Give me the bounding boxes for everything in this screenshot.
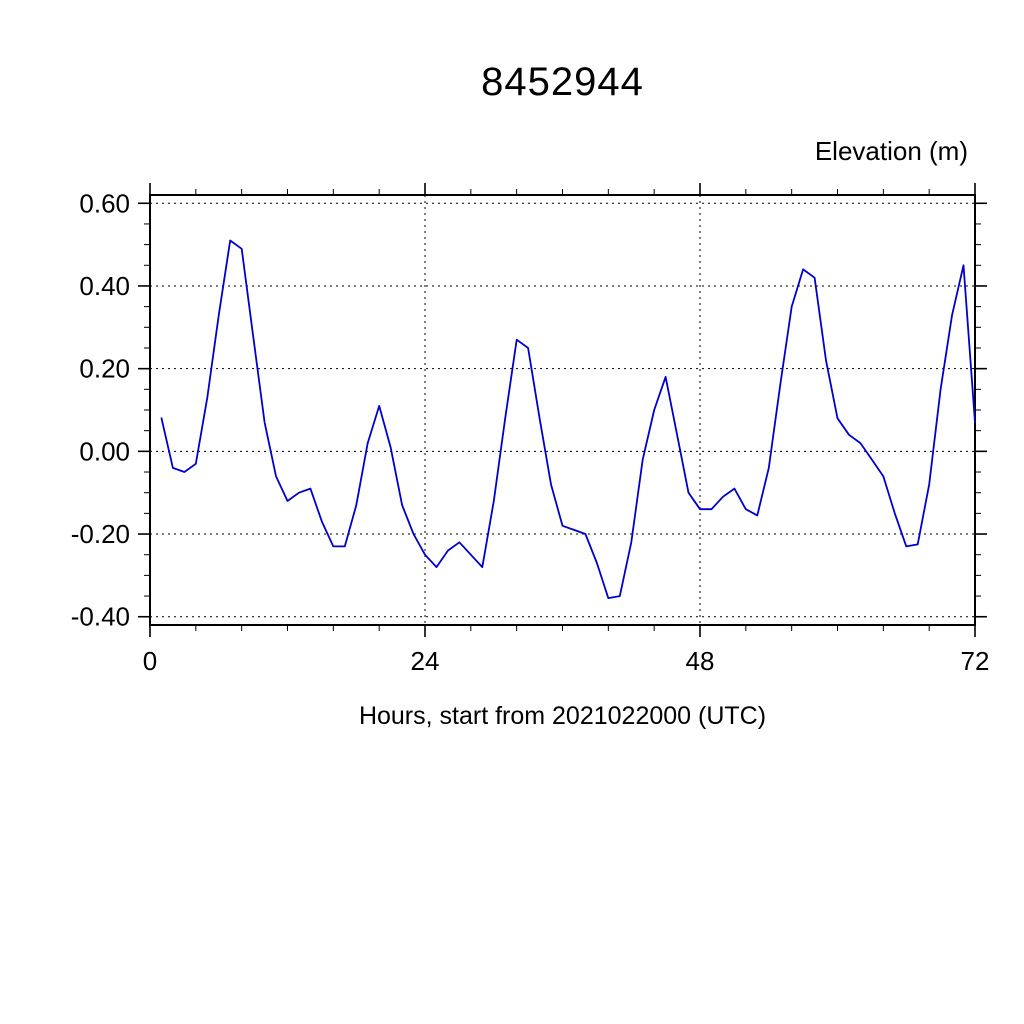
- chart-title: 8452944: [481, 60, 644, 104]
- x-axis-title: Hours, start from 2021022000 (UTC): [358, 702, 767, 730]
- x-tick-label: 72: [961, 646, 990, 676]
- x-tick-label: 0: [143, 646, 157, 676]
- y-tick-label: 0.40: [79, 271, 130, 301]
- x-tick-label: 48: [686, 646, 715, 676]
- y-tick-label: 0.20: [79, 354, 130, 384]
- elevation-series-line: [160, 239, 976, 599]
- y-tick-label: -0.20: [71, 519, 130, 549]
- y-axis-title: Elevation (m): [814, 136, 968, 166]
- plot-frame: [149, 194, 976, 626]
- y-tick-label: -0.40: [71, 602, 130, 632]
- y-tick-label: 0.60: [79, 188, 130, 218]
- y-tick-label: 0.00: [79, 436, 130, 466]
- x-tick-label: 24: [411, 646, 440, 676]
